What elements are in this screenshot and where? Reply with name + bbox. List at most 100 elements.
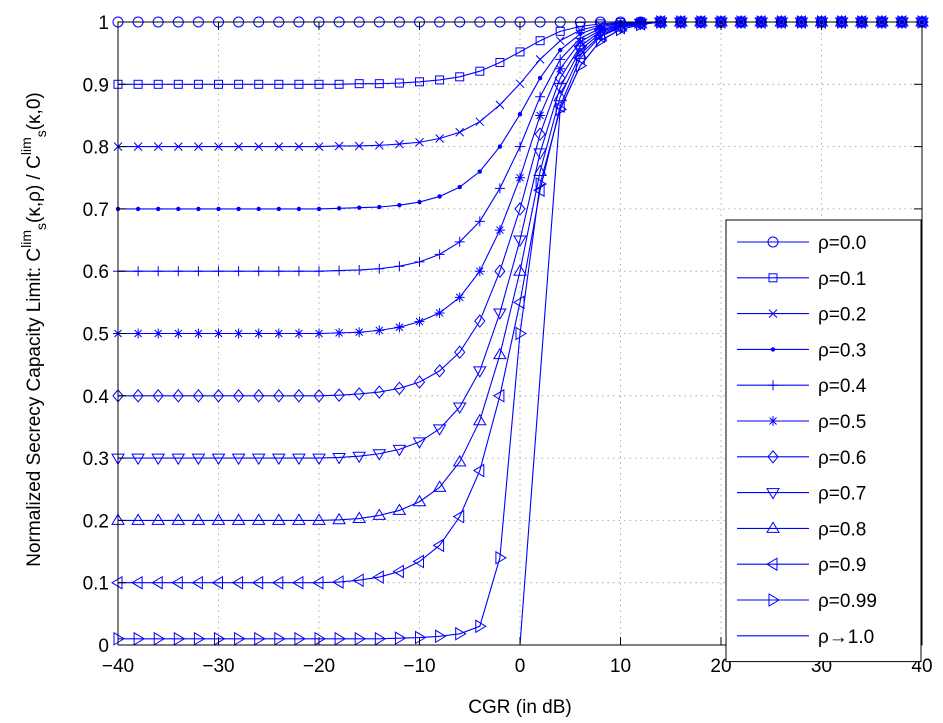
data-point xyxy=(256,206,261,212)
data-point xyxy=(171,513,186,525)
data-point xyxy=(173,631,186,646)
data-point xyxy=(274,142,284,151)
data-point xyxy=(314,631,326,646)
data-point xyxy=(533,148,547,160)
data-point xyxy=(452,509,465,524)
data-point xyxy=(193,328,204,339)
data-point xyxy=(495,550,507,565)
data-point xyxy=(153,142,163,151)
data-point xyxy=(392,444,407,457)
data-point xyxy=(412,494,427,507)
legend-marker xyxy=(766,521,780,533)
legend: ρ=0.0 ρ=0.1 ρ=0.2 ρ=0.3 ρ=0.4 ρ=0.5 ρ=0.6 ρ=0.7… xyxy=(725,219,922,663)
data-point xyxy=(475,117,485,127)
y-tick-label: 0 xyxy=(98,636,109,657)
data-point xyxy=(352,451,367,464)
data-point xyxy=(234,142,243,151)
data-point xyxy=(415,630,427,645)
data-point xyxy=(437,194,442,199)
data-point xyxy=(333,388,345,402)
data-point xyxy=(316,206,322,212)
data-point xyxy=(133,328,144,339)
data-point xyxy=(131,513,145,525)
data-point xyxy=(474,266,485,277)
legend-box xyxy=(725,219,922,663)
data-point xyxy=(513,235,527,248)
data-point xyxy=(273,328,284,339)
data-point xyxy=(413,375,426,389)
data-point xyxy=(153,79,163,89)
data-point xyxy=(193,79,203,89)
data-point xyxy=(234,631,246,646)
y-axis-label-prefix: Normalized Secrecy Capacity Limit: C xyxy=(24,248,45,567)
data-point xyxy=(454,236,465,247)
y-axis-label-sup2: lim xyxy=(18,137,34,155)
legend-marker xyxy=(768,593,780,607)
x-tick-label: −20 xyxy=(303,656,335,677)
data-point xyxy=(135,206,141,212)
data-point xyxy=(231,575,244,590)
data-point xyxy=(394,322,405,333)
data-point xyxy=(334,631,347,646)
data-point xyxy=(395,139,404,149)
data-point xyxy=(253,266,264,277)
data-point xyxy=(354,79,364,89)
data-point xyxy=(173,328,184,339)
data-point xyxy=(133,79,143,89)
data-point xyxy=(477,169,482,174)
data-point xyxy=(372,570,384,584)
data-point xyxy=(232,389,245,403)
legend-label: ρ=0.99 xyxy=(818,591,877,612)
data-point xyxy=(494,225,505,236)
legend-marker xyxy=(768,273,778,283)
data-point xyxy=(475,66,485,76)
data-point xyxy=(595,33,608,48)
data-point xyxy=(415,137,424,147)
data-point xyxy=(435,75,445,85)
data-point xyxy=(294,79,304,89)
data-point xyxy=(271,575,284,590)
data-point xyxy=(291,575,304,590)
data-point xyxy=(171,575,183,590)
data-point xyxy=(173,79,183,89)
data-point xyxy=(233,266,244,277)
legend-marker xyxy=(770,347,776,352)
data-point xyxy=(113,631,125,646)
data-point xyxy=(152,389,164,403)
data-point xyxy=(393,381,406,396)
y-tick-label: 0.1 xyxy=(83,574,109,595)
data-point xyxy=(455,626,467,641)
data-point xyxy=(254,142,264,151)
data-point xyxy=(273,266,284,277)
data-point xyxy=(534,127,546,141)
data-point xyxy=(296,206,302,212)
data-point xyxy=(435,134,444,143)
axis-ticks xyxy=(117,21,923,646)
data-point xyxy=(214,142,223,151)
data-point xyxy=(273,389,285,403)
data-point xyxy=(492,388,505,403)
x-tick-label: −30 xyxy=(202,656,234,677)
data-point xyxy=(392,503,407,515)
data-point xyxy=(377,204,382,210)
data-point xyxy=(353,387,365,401)
data-point xyxy=(494,183,505,194)
data-point xyxy=(432,538,445,553)
data-point xyxy=(513,295,525,310)
data-point xyxy=(211,453,226,466)
y-tick-label: 0.7 xyxy=(83,200,109,221)
data-point xyxy=(493,308,507,320)
data-point xyxy=(535,55,545,64)
data-point xyxy=(192,389,205,403)
data-point xyxy=(216,206,221,212)
data-point xyxy=(352,573,364,588)
data-point xyxy=(131,575,143,590)
data-point xyxy=(555,36,565,46)
data-point xyxy=(497,144,503,149)
data-point xyxy=(493,347,507,360)
data-point xyxy=(472,463,485,478)
data-point xyxy=(293,266,304,277)
data-point xyxy=(454,292,465,303)
legend-marker xyxy=(768,416,778,426)
data-point xyxy=(613,20,625,35)
